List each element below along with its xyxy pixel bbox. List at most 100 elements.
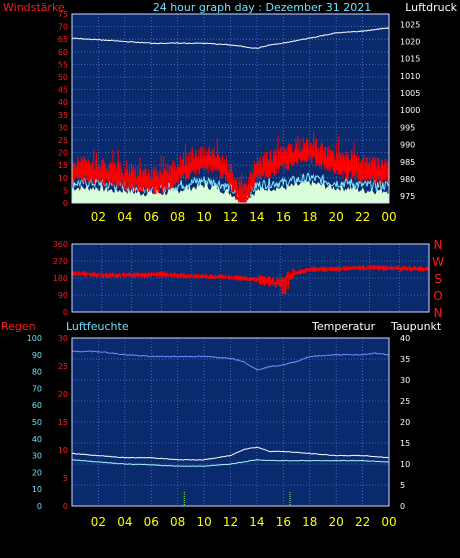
x-tick-label: 00	[381, 515, 396, 529]
x-tick-label: 06	[144, 515, 159, 529]
temp-tick-label: 0	[400, 502, 405, 511]
right-tick-label: 980	[400, 175, 415, 184]
left-tick-label: 50	[58, 73, 68, 82]
x-tick-label: 02	[91, 515, 106, 529]
left-tick-label: 30	[58, 123, 68, 132]
right-tick-label: 1010	[400, 72, 420, 81]
left-tick-label: 15	[58, 161, 68, 170]
temp-tick-label: 10	[400, 460, 410, 469]
right-tick-label: 990	[400, 141, 415, 150]
dir-tick-label: 90	[58, 291, 68, 300]
humidity-tick-label: 100	[27, 334, 42, 343]
x-tick-label: 08	[170, 515, 185, 529]
left-tick-label: 35	[58, 111, 68, 120]
taupunkt-label: Taupunkt	[390, 320, 442, 333]
wind-avg-area	[72, 179, 389, 203]
right-tick-label: 1025	[400, 20, 420, 29]
right-tick-label: 975	[400, 192, 415, 201]
x-tick-label: 22	[355, 210, 370, 224]
pressure-line	[71, 26, 390, 49]
plot-border	[71, 243, 430, 313]
left-tick-label: 20	[58, 149, 68, 158]
left-tick-label: 25	[58, 136, 68, 145]
humidity-tick-label: 30	[32, 452, 42, 461]
rain-tick-label: 10	[58, 446, 68, 455]
plot-border	[71, 337, 390, 507]
temp-tick-label: 30	[400, 376, 410, 385]
humidity-tick-label: 20	[32, 468, 42, 477]
x-tick-label: 08	[170, 210, 185, 224]
right-tick-label: 995	[400, 123, 415, 132]
dir-tick-label: 0	[63, 308, 68, 317]
left-tick-label: 65	[58, 35, 68, 44]
left-tick-label: 55	[58, 60, 68, 69]
x-tick-label: 20	[329, 210, 344, 224]
plot-border	[71, 13, 390, 204]
rain-tick-label: 30	[58, 334, 68, 343]
rain-tick-label: 15	[58, 418, 68, 427]
dir-tick-label: 270	[53, 257, 68, 266]
luftfeuchte-label: Luftfeuchte	[66, 320, 129, 333]
humidity-temp-panel: 0102030405060708090100051015202530051015…	[27, 334, 410, 529]
rain-tick-label: 0	[63, 502, 68, 511]
direction-letter: O	[433, 289, 442, 303]
x-tick-label: 10	[196, 515, 211, 529]
humidity-tick-label: 10	[32, 485, 42, 494]
humidity-tick-label: 80	[32, 368, 42, 377]
x-tick-label: 06	[144, 210, 159, 224]
temp-tick-label: 25	[400, 397, 410, 406]
humidity-line	[72, 350, 390, 371]
x-tick-label: 22	[355, 515, 370, 529]
direction-letter: S	[434, 272, 442, 286]
wind-pressure-panel: 0510152025303540455055606570759759809859…	[58, 10, 421, 224]
left-tick-label: 75	[58, 10, 68, 19]
x-tick-label: 02	[91, 210, 106, 224]
direction-letter: N	[434, 306, 443, 320]
left-tick-label: 10	[58, 174, 68, 183]
x-tick-label: 18	[302, 515, 317, 529]
left-tick-label: 40	[58, 98, 68, 107]
temp-tick-label: 35	[400, 355, 410, 364]
x-tick-label: 04	[117, 515, 132, 529]
right-tick-label: 1000	[400, 106, 420, 115]
chart-title: 24 hour graph day : Dezember 31 2021	[153, 1, 372, 14]
humidity-tick-label: 50	[32, 418, 42, 427]
x-tick-label: 00	[381, 210, 396, 224]
x-tick-label: 16	[276, 210, 291, 224]
left-tick-label: 70	[58, 23, 68, 32]
dewpoint-line	[71, 459, 390, 467]
x-tick-label: 12	[223, 515, 238, 529]
x-tick-label: 20	[329, 515, 344, 529]
x-tick-label: 12	[223, 210, 238, 224]
windstaerke-label: Windstärke	[3, 1, 65, 14]
luftdruck-label: Luftdruck	[405, 1, 457, 14]
right-tick-label: 985	[400, 158, 415, 167]
rain-tick-label: 25	[58, 362, 68, 371]
left-tick-label: 45	[58, 86, 68, 95]
x-tick-label: 16	[276, 515, 291, 529]
humidity-tick-label: 0	[37, 502, 42, 511]
regen-label: Regen	[1, 320, 36, 333]
right-tick-label: 1005	[400, 89, 420, 98]
wind-direction-panel: 0 90 180 270 360	[53, 240, 430, 317]
temp-tick-label: 15	[400, 439, 410, 448]
humidity-tick-label: 60	[32, 401, 42, 410]
temperature-line	[71, 446, 390, 461]
dir-tick-label: 180	[53, 274, 68, 283]
left-tick-label: 0	[63, 199, 68, 208]
dir-tick-label: 360	[53, 240, 68, 249]
rain-tick-label: 20	[58, 390, 68, 399]
x-tick-label: 04	[117, 210, 132, 224]
left-tick-label: 60	[58, 48, 68, 57]
temperatur-label: Temperatur	[311, 320, 376, 333]
x-tick-label: 18	[302, 210, 317, 224]
right-tick-label: 1015	[400, 55, 420, 64]
x-tick-label: 10	[196, 210, 211, 224]
temp-tick-label: 5	[400, 481, 405, 490]
humidity-tick-label: 70	[32, 384, 42, 393]
x-tick-label: 14	[249, 210, 264, 224]
temp-tick-label: 40	[400, 334, 410, 343]
x-tick-label: 14	[249, 515, 264, 529]
